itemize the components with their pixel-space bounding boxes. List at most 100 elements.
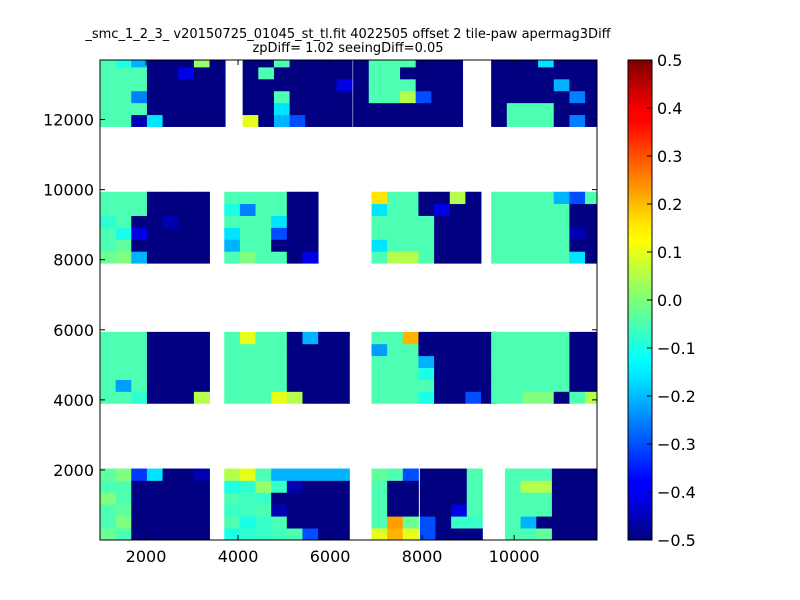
heatmap-cell [115,480,132,493]
heatmap-cell [224,379,241,392]
heatmap-cell [209,90,226,104]
heatmap-cell [146,114,163,127]
heatmap-cell [402,468,419,481]
heatmap-cell [583,528,597,540]
heatmap-cell [271,251,288,264]
heatmap-cell [336,78,353,92]
heatmap-cell [271,331,288,345]
heatmap-cell [302,492,319,505]
heatmap-cell [115,391,132,404]
heatmap-cell [193,67,210,80]
heatmap-cell [131,355,148,369]
heatmap-cell [336,60,353,68]
heatmap-cell [522,367,539,380]
heatmap-cell [100,102,117,116]
heatmap-cell [449,391,466,404]
heatmap-cell [131,331,148,345]
heatmap-cell [491,331,508,345]
heatmap-cell [162,379,179,392]
heatmap-cell [387,343,404,357]
heatmap-cell [255,355,272,369]
heatmap-cell [286,331,303,345]
heatmap-cell [449,343,466,357]
heatmap-cell [435,504,452,517]
heatmap-cell [569,215,586,228]
heatmap-cell [569,239,586,252]
heatmap-cell [100,60,117,68]
heatmap-cell [522,114,539,127]
heatmap-cell [434,203,451,216]
heatmap-cell [585,191,597,205]
heatmap-cell [451,528,468,540]
colorbar-tick-label: −0.4 [657,483,696,502]
heatmap-cell [224,504,241,517]
heatmap-cell [431,90,448,104]
heatmap-cell [418,251,435,264]
heatmap-cell [271,480,288,493]
heatmap-cell [418,391,435,404]
heatmap-cell [100,191,117,205]
heatmap-cell [239,504,256,517]
heatmap-cell [146,191,163,205]
heatmap-cell [506,227,523,240]
heatmap-cell [506,60,523,68]
heatmap-cell [286,516,303,529]
heatmap-cell [115,504,132,517]
heatmap-cell [131,468,148,481]
heatmap-cell [569,367,586,380]
heatmap-cell [522,239,539,252]
heatmap-cell [538,102,555,116]
heatmap-cell [193,379,210,392]
heatmap-cell [465,367,482,380]
heatmap-cell [146,480,163,493]
heatmap-cell [402,379,419,392]
heatmap-cell [466,528,483,540]
heatmap-cell [209,60,226,68]
heatmap-cell [418,343,435,357]
heatmap-cell [465,379,482,392]
colorbar-tick-label: −0.2 [657,387,696,406]
heatmap-cell [585,114,597,127]
heatmap-cell [271,215,288,228]
heatmap-cell [286,215,303,228]
heatmap-cell [506,343,523,357]
heatmap-cell [258,102,275,116]
heatmap-cell [193,215,210,228]
heatmap-cell [115,492,132,505]
heatmap-cell [371,379,388,392]
heatmap-cell [286,251,303,264]
heatmap-cell [449,367,466,380]
heatmap-cell [538,215,555,228]
heatmap-cell [255,367,272,380]
heatmap-cell [491,102,508,116]
heatmap-cell [371,203,388,216]
heatmap-cell [371,343,388,357]
heatmap-cell [271,492,288,505]
y-axis: 2000 4000 6000 8000 10000 12000 [43,111,597,480]
heatmap-cell [368,102,385,116]
heatmap-cell [289,102,306,116]
heatmap-cell [368,90,385,104]
heatmap-cell [491,60,508,68]
x-axis: 2000 4000 6000 8000 10000 [126,60,540,566]
heatmap-cell [100,367,117,380]
heatmap-cell [146,343,163,357]
heatmap-cell [569,251,586,264]
heatmap-cell [271,227,288,240]
heatmap-cell [318,492,335,505]
heatmap-cell [100,343,117,357]
heatmap-cell [402,343,419,357]
heatmap-cell [434,239,451,252]
heatmap-cell [384,102,401,116]
heatmap-cell [255,239,272,252]
heatmap-cell [162,114,179,127]
heatmap-cell [435,468,452,481]
heatmap-cell [387,203,404,216]
heatmap-cell [193,343,210,357]
heatmap-cell [255,468,272,481]
heatmap-cell [465,343,482,357]
heatmap-cell [434,355,451,369]
heatmap-cell [333,343,350,357]
x-tick-label: 10000 [489,547,540,566]
heatmap-cell [384,60,401,68]
